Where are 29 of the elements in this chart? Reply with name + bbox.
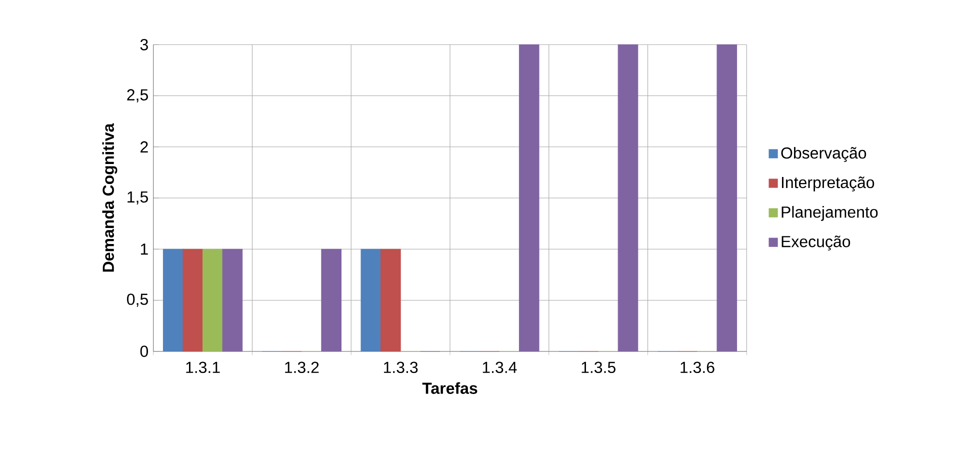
x-axis-title: Tarefas bbox=[422, 382, 478, 394]
y-axis-title: Demanda Cognitiva bbox=[102, 123, 118, 272]
y-tick-label: 2,5 bbox=[127, 89, 148, 102]
bar bbox=[618, 44, 638, 352]
bar bbox=[380, 248, 401, 352]
x-tick-label: 1.3.5 bbox=[582, 362, 616, 374]
bar bbox=[222, 248, 243, 352]
y-tick-label: 1 bbox=[140, 244, 148, 255]
x-tick-label: 1.3.1 bbox=[186, 362, 220, 374]
legend-label: Execução bbox=[782, 236, 850, 250]
bar bbox=[162, 248, 184, 352]
y-tick-label: 0 bbox=[140, 346, 148, 357]
y-tick-label: 1,5 bbox=[128, 191, 148, 205]
bar bbox=[321, 248, 342, 352]
bar bbox=[360, 248, 382, 352]
bar bbox=[202, 248, 223, 352]
y-tick-label: 2 bbox=[140, 141, 148, 152]
x-tick-label: 1.3.3 bbox=[384, 362, 418, 374]
x-tick-label: 1.3.2 bbox=[285, 362, 319, 374]
legend-label: Planejamento bbox=[782, 206, 878, 221]
y-tick-label: 3 bbox=[140, 39, 148, 50]
legend-label: Observação bbox=[781, 146, 866, 162]
x-tick-label: 1.3.4 bbox=[482, 362, 517, 374]
bar bbox=[182, 248, 204, 352]
y-tick-label: 0,5 bbox=[127, 294, 148, 307]
bar bbox=[716, 44, 738, 352]
x-tick-label: 1.3.6 bbox=[680, 362, 714, 374]
legend-label: Interpretação bbox=[782, 176, 874, 192]
bar bbox=[518, 44, 540, 352]
